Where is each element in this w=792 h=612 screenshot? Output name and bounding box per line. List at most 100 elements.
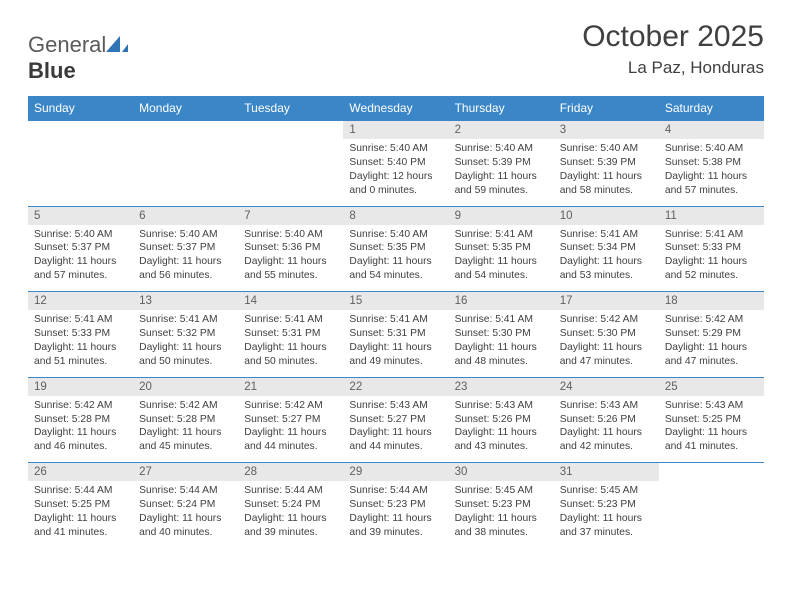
daylight-text-2: and 44 minutes. — [349, 440, 442, 454]
sunset-text: Sunset: 5:39 PM — [560, 156, 653, 170]
sunset-text: Sunset: 5:23 PM — [455, 498, 548, 512]
daynum-row: 19202122232425 — [28, 377, 764, 396]
daylight-text-1: Daylight: 11 hours — [349, 341, 442, 355]
day-header: Wednesday — [343, 96, 448, 121]
day-number: 3 — [554, 121, 659, 140]
daylight-text-2: and 43 minutes. — [455, 440, 548, 454]
calendar-page: General Blue October 2025 La Paz, Hondur… — [0, 0, 792, 558]
daylight-text-2: and 55 minutes. — [244, 269, 337, 283]
daylight-text-2: and 49 minutes. — [349, 355, 442, 369]
day-cell: Sunrise: 5:41 AMSunset: 5:33 PMDaylight:… — [659, 225, 764, 292]
daylight-text-1: Daylight: 11 hours — [349, 426, 442, 440]
day-cell: Sunrise: 5:43 AMSunset: 5:27 PMDaylight:… — [343, 396, 448, 463]
sunset-text: Sunset: 5:30 PM — [455, 327, 548, 341]
day-cell: Sunrise: 5:41 AMSunset: 5:32 PMDaylight:… — [133, 310, 238, 377]
day-cell: Sunrise: 5:40 AMSunset: 5:37 PMDaylight:… — [133, 225, 238, 292]
content-row: Sunrise: 5:42 AMSunset: 5:28 PMDaylight:… — [28, 396, 764, 463]
day-cell — [659, 481, 764, 548]
day-cell — [133, 139, 238, 206]
day-cell: Sunrise: 5:42 AMSunset: 5:29 PMDaylight:… — [659, 310, 764, 377]
day-header-row: Sunday Monday Tuesday Wednesday Thursday… — [28, 96, 764, 121]
day-number: 28 — [238, 463, 343, 482]
daylight-text-2: and 50 minutes. — [244, 355, 337, 369]
day-cell: Sunrise: 5:44 AMSunset: 5:24 PMDaylight:… — [238, 481, 343, 548]
page-header: General Blue October 2025 La Paz, Hondur… — [28, 20, 764, 84]
sunrise-text: Sunrise: 5:41 AM — [244, 313, 337, 327]
day-cell — [28, 139, 133, 206]
sunrise-text: Sunrise: 5:43 AM — [349, 399, 442, 413]
daylight-text-1: Daylight: 11 hours — [244, 341, 337, 355]
daynum-row: 567891011 — [28, 206, 764, 225]
daylight-text-2: and 54 minutes. — [455, 269, 548, 283]
daylight-text-2: and 44 minutes. — [244, 440, 337, 454]
day-cell: Sunrise: 5:41 AMSunset: 5:33 PMDaylight:… — [28, 310, 133, 377]
day-number: 14 — [238, 292, 343, 311]
daylight-text-2: and 39 minutes. — [349, 526, 442, 540]
sunset-text: Sunset: 5:37 PM — [34, 241, 127, 255]
sunset-text: Sunset: 5:23 PM — [349, 498, 442, 512]
sunrise-text: Sunrise: 5:45 AM — [560, 484, 653, 498]
brand-text: General Blue — [28, 32, 128, 84]
daylight-text-1: Daylight: 11 hours — [560, 255, 653, 269]
day-number: 15 — [343, 292, 448, 311]
day-number: 11 — [659, 206, 764, 225]
day-number: 21 — [238, 377, 343, 396]
sunrise-text: Sunrise: 5:43 AM — [560, 399, 653, 413]
day-number: 22 — [343, 377, 448, 396]
day-number: 25 — [659, 377, 764, 396]
month-title: October 2025 — [582, 20, 764, 54]
sunrise-text: Sunrise: 5:44 AM — [34, 484, 127, 498]
daylight-text-2: and 58 minutes. — [560, 184, 653, 198]
day-cell: Sunrise: 5:42 AMSunset: 5:28 PMDaylight:… — [133, 396, 238, 463]
day-number: 30 — [449, 463, 554, 482]
day-header: Tuesday — [238, 96, 343, 121]
day-number: 18 — [659, 292, 764, 311]
daylight-text-2: and 57 minutes. — [665, 184, 758, 198]
sunset-text: Sunset: 5:26 PM — [560, 413, 653, 427]
daylight-text-2: and 46 minutes. — [34, 440, 127, 454]
day-cell: Sunrise: 5:45 AMSunset: 5:23 PMDaylight:… — [449, 481, 554, 548]
day-cell: Sunrise: 5:41 AMSunset: 5:30 PMDaylight:… — [449, 310, 554, 377]
daylight-text-1: Daylight: 11 hours — [349, 255, 442, 269]
day-number — [238, 121, 343, 140]
day-cell: Sunrise: 5:41 AMSunset: 5:34 PMDaylight:… — [554, 225, 659, 292]
day-number: 16 — [449, 292, 554, 311]
daylight-text-1: Daylight: 11 hours — [665, 426, 758, 440]
sunset-text: Sunset: 5:31 PM — [244, 327, 337, 341]
sunset-text: Sunset: 5:32 PM — [139, 327, 232, 341]
sunset-text: Sunset: 5:24 PM — [244, 498, 337, 512]
sunrise-text: Sunrise: 5:43 AM — [455, 399, 548, 413]
day-number: 23 — [449, 377, 554, 396]
day-cell: Sunrise: 5:42 AMSunset: 5:28 PMDaylight:… — [28, 396, 133, 463]
day-number: 9 — [449, 206, 554, 225]
daylight-text-1: Daylight: 11 hours — [244, 255, 337, 269]
daylight-text-2: and 53 minutes. — [560, 269, 653, 283]
sunrise-text: Sunrise: 5:41 AM — [560, 228, 653, 242]
day-number: 8 — [343, 206, 448, 225]
calendar-body: 1234 Sunrise: 5:40 AM Sunset: 5:40 PM Dayli… — [28, 121, 764, 548]
daylight-text-2: and 59 minutes. — [455, 184, 548, 198]
daynum-row: 1234 — [28, 121, 764, 140]
day-number: 24 — [554, 377, 659, 396]
day-number: 27 — [133, 463, 238, 482]
daylight-text-2: and 48 minutes. — [455, 355, 548, 369]
daylight-text-1: Daylight: 11 hours — [139, 426, 232, 440]
brand-part2: Blue — [28, 58, 76, 83]
daylight-text-2: and 57 minutes. — [34, 269, 127, 283]
day-cell: Sunrise: 5:42 AMSunset: 5:30 PMDaylight:… — [554, 310, 659, 377]
content-row: Sunrise: 5:41 AMSunset: 5:33 PMDaylight:… — [28, 310, 764, 377]
sunset-text: Sunset: 5:38 PM — [665, 156, 758, 170]
day-number: 2 — [449, 121, 554, 140]
sunrise-text: Sunrise: 5:40 AM — [139, 228, 232, 242]
day-cell: Sunrise: 5:40 AMSunset: 5:35 PMDaylight:… — [343, 225, 448, 292]
daylight-text-2: and 42 minutes. — [560, 440, 653, 454]
day-header: Friday — [554, 96, 659, 121]
daylight-text-1: Daylight: 11 hours — [34, 426, 127, 440]
sunset-text: Sunset: 5:40 PM — [349, 156, 442, 170]
sunrise-text: Sunrise: 5:42 AM — [139, 399, 232, 413]
day-number: 26 — [28, 463, 133, 482]
sunrise-text: Sunrise: 5:44 AM — [349, 484, 442, 498]
day-cell: Sunrise: 5:42 AMSunset: 5:27 PMDaylight:… — [238, 396, 343, 463]
sunset-text: Sunset: 5:35 PM — [455, 241, 548, 255]
sunrise-text: Sunrise: 5:42 AM — [34, 399, 127, 413]
